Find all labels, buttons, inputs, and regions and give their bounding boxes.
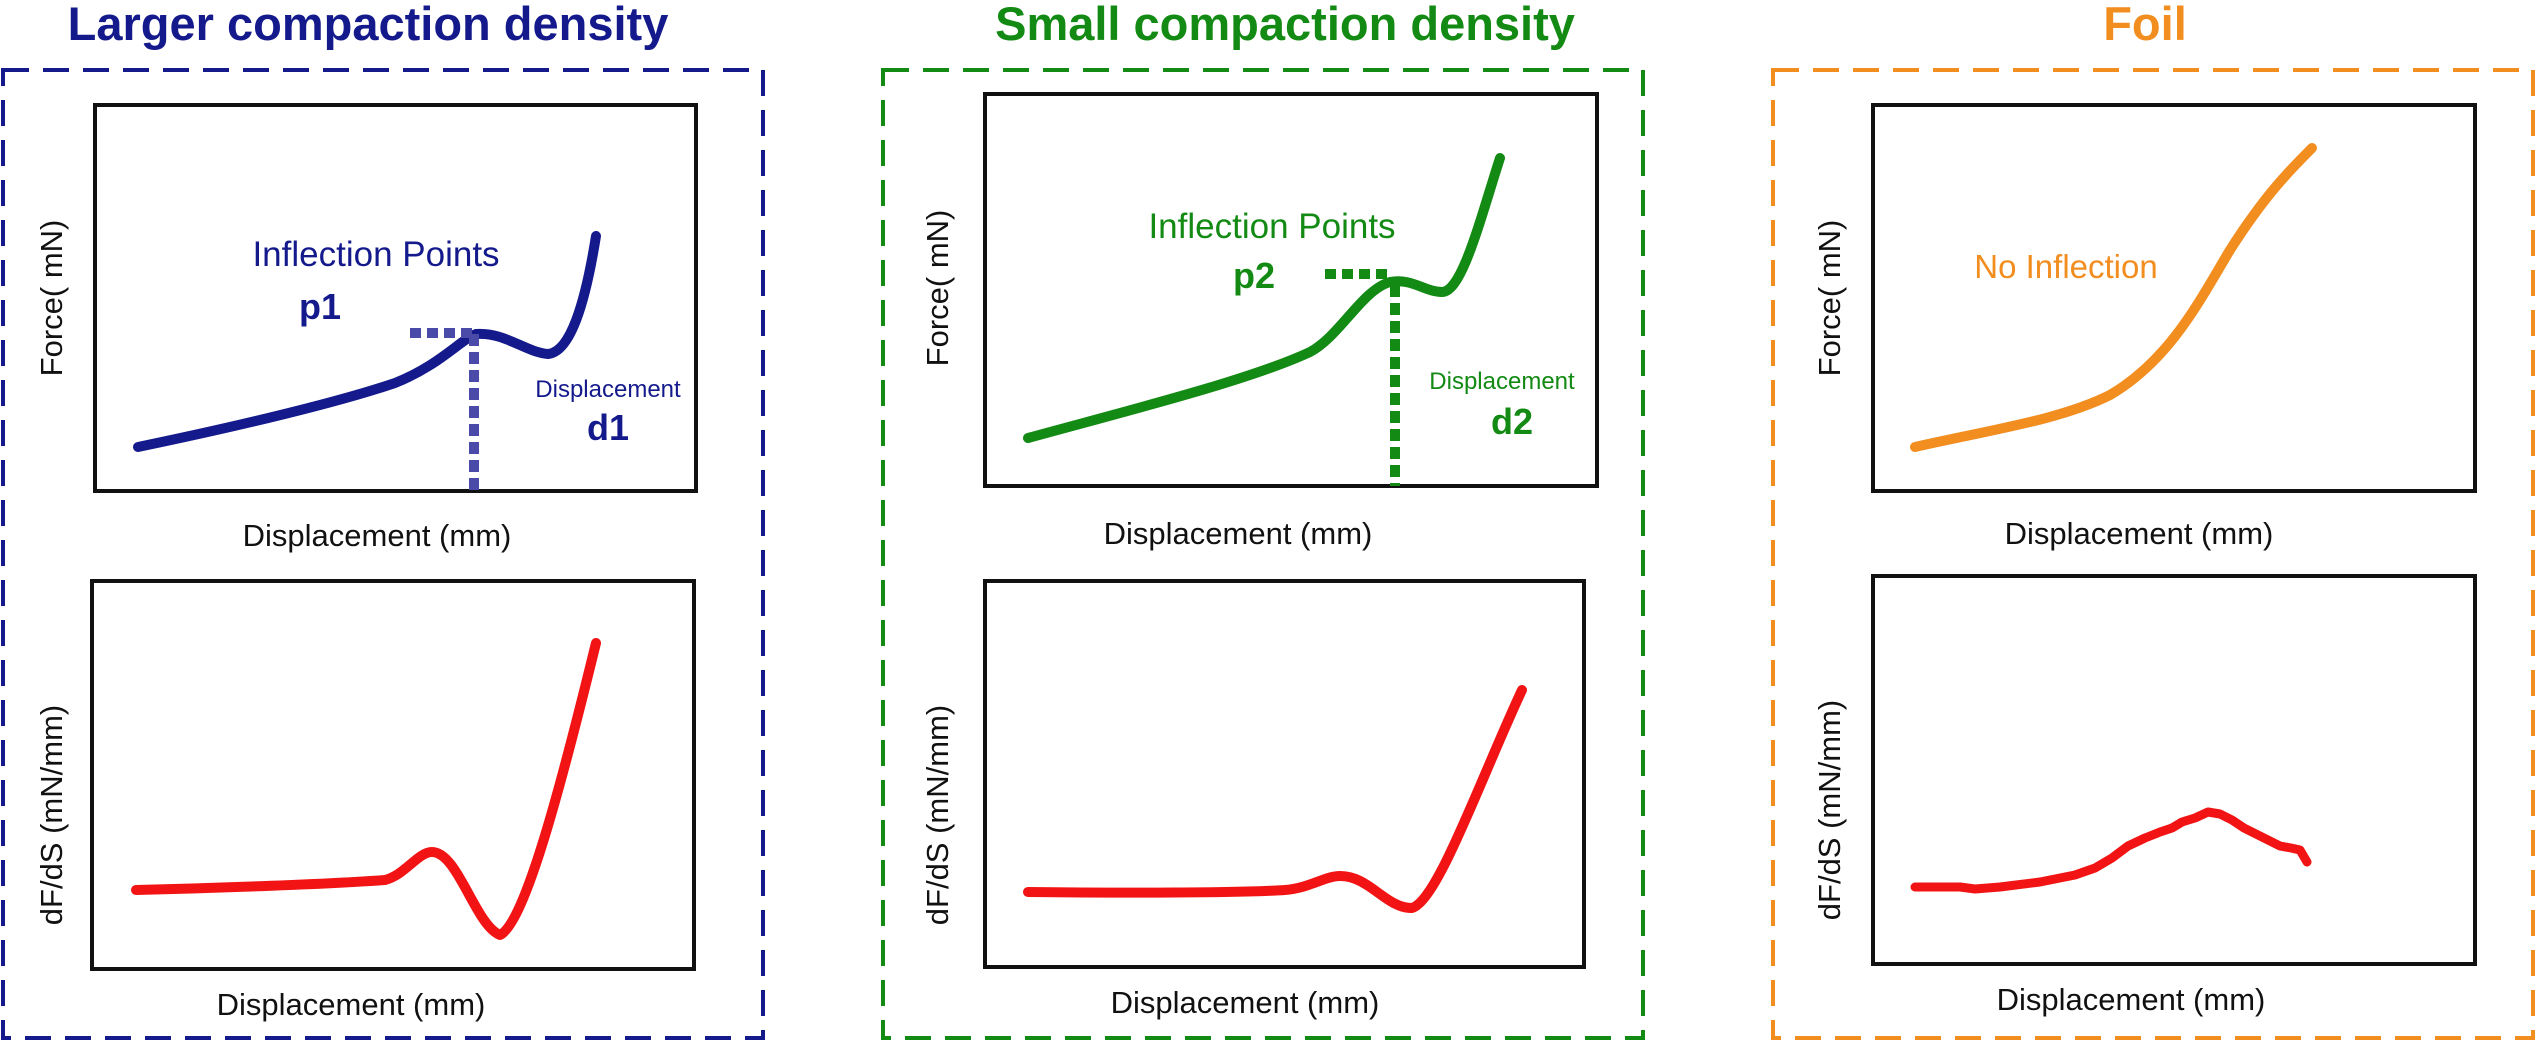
force-plot-frame-small: [983, 92, 1599, 488]
force-ylabel-foil: Force( mN): [1812, 220, 1847, 377]
force-curve-foil: [1910, 143, 2317, 452]
force-ylabel-large: Force( mN): [34, 220, 69, 377]
panel-small: Small compaction density Force( mN) Disp…: [881, 0, 1645, 1040]
derivative-xlabel-small: Displacement (mm): [1111, 985, 1380, 1020]
force-plot-frame-large: [93, 103, 698, 493]
no-inflection-annotation: No Inflection: [1974, 248, 2157, 285]
derivative-xlabel-large: Displacement (mm): [217, 987, 486, 1022]
force-xlabel-large: Displacement (mm): [243, 518, 512, 553]
inflection-annotation-large: Inflection Points: [252, 235, 499, 274]
dashed-frame-small: [881, 68, 1645, 1040]
derivative-plot-frame-large: [90, 579, 696, 971]
force-curve-small: [1023, 153, 1505, 443]
force-xlabel-foil: Displacement (mm): [2005, 516, 2274, 551]
displacement-annotation-large: Displacement: [535, 376, 681, 403]
force-xlabel-small: Displacement (mm): [1104, 516, 1373, 551]
panel-title-foil: Foil: [2103, 0, 2187, 50]
derivative-curve-foil: [1910, 807, 2312, 894]
displacement-annotation-small: Displacement: [1429, 368, 1575, 395]
derivative-plot-frame-foil: [1871, 574, 2477, 966]
inflection-point-label-p2: p2: [1233, 255, 1275, 296]
derivative-ylabel-foil: dF/dS (mN/mm): [1812, 700, 1847, 920]
force-ylabel-small: Force( mN): [920, 210, 955, 367]
force-curve-large: [133, 231, 601, 452]
inflection-point-label-p1: p1: [299, 286, 341, 327]
derivative-plot-frame-small: [983, 579, 1586, 969]
panel-foil: Foil Force( mN) Displacement (mm) No Inf…: [1771, 0, 2535, 1040]
force-plot-frame-foil: [1871, 103, 2477, 493]
displacement-label-d1: d1: [587, 407, 629, 448]
derivative-curve-large: [131, 638, 601, 940]
panel-title-small: Small compaction density: [995, 0, 1575, 50]
derivative-ylabel-small: dF/dS (mN/mm): [920, 705, 955, 925]
derivative-ylabel-large: dF/dS (mN/mm): [34, 705, 69, 925]
inflection-annotation-small: Inflection Points: [1148, 207, 1395, 246]
dashed-frame-foil: [1771, 68, 2535, 1040]
displacement-label-d2: d2: [1491, 401, 1533, 442]
panel-large: Larger compaction density Force( mN) Dis…: [1, 0, 765, 1040]
dashed-frame-large: [1, 68, 765, 1040]
derivative-curve-small: [1023, 685, 1527, 913]
derivative-xlabel-foil: Displacement (mm): [1997, 982, 2266, 1017]
panel-title-large: Larger compaction density: [68, 0, 669, 50]
